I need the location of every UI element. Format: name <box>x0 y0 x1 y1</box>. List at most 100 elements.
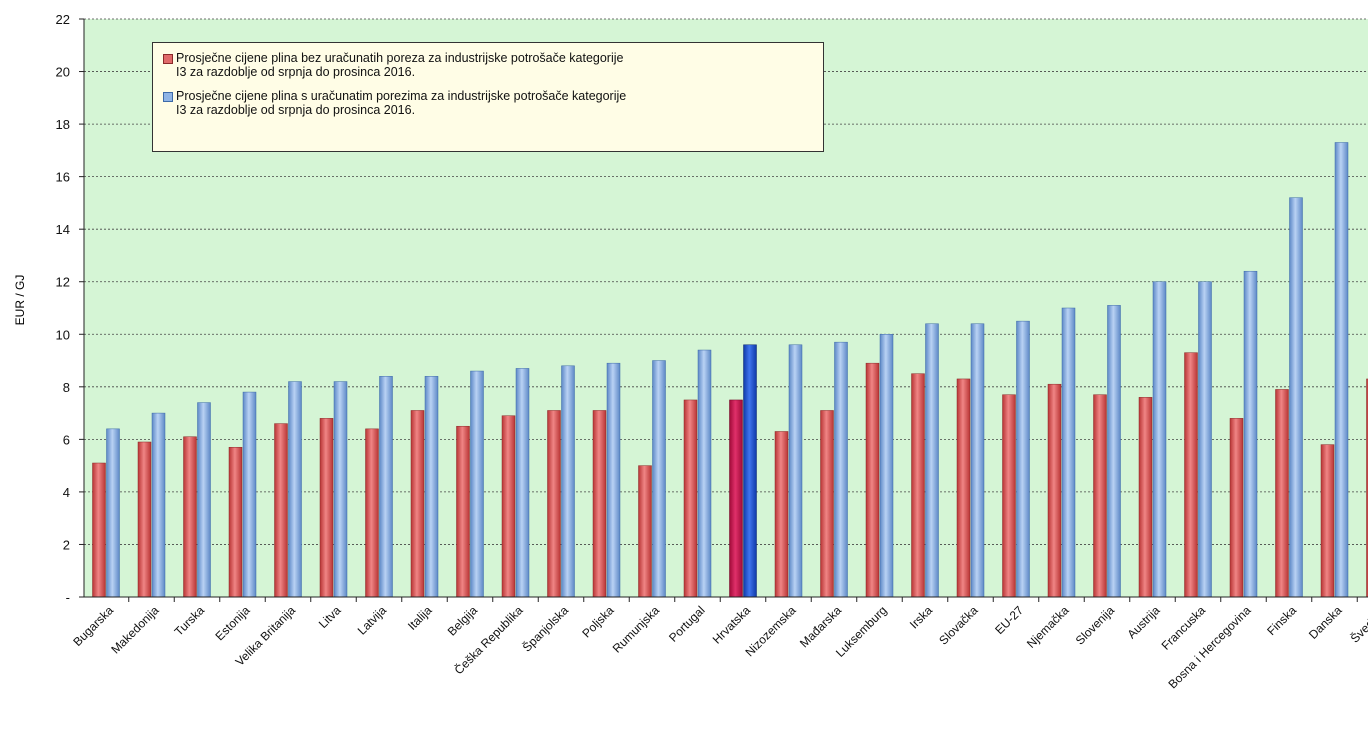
y-tick-label: - <box>66 590 70 605</box>
bar-incl-tax <box>198 403 211 597</box>
bar-incl-tax <box>562 366 575 597</box>
bar-excl-tax <box>684 400 697 597</box>
legend-label-incl-tax: Prosječne cijene plina s uračunatim pore… <box>176 89 626 117</box>
bar-excl-tax <box>1048 384 1061 597</box>
bar-incl-tax <box>289 382 302 597</box>
legend-swatch-red <box>163 54 173 64</box>
y-tick-labels: - 2 4 6 8 10 12 14 16 18 20 22 <box>56 12 70 605</box>
bar-incl-tax <box>1108 305 1121 597</box>
bar-incl-tax <box>1199 282 1212 597</box>
bar-excl-tax <box>957 379 970 597</box>
x-tick-label: Estonija <box>213 603 253 643</box>
bar-excl-tax <box>366 429 379 597</box>
x-tick-label: Irska <box>907 603 936 632</box>
bar-incl-tax <box>653 361 666 597</box>
bar-incl-tax <box>243 392 256 597</box>
x-tick-label: Turska <box>172 603 208 639</box>
y-axis-label: EUR / GJ <box>13 275 27 326</box>
bar-incl-tax <box>516 368 529 597</box>
x-tick-label: Austrija <box>1124 603 1162 641</box>
y-tick-label: 18 <box>56 117 70 132</box>
bar-excl-tax <box>138 442 151 597</box>
y-tick-label: 6 <box>63 432 70 447</box>
bar-incl-tax <box>607 363 620 597</box>
bar-incl-tax <box>1290 198 1303 597</box>
y-tick-label: 14 <box>56 222 70 237</box>
bar-incl-tax <box>1062 308 1075 597</box>
y-tick-label: 20 <box>56 65 70 80</box>
bar-incl-tax <box>1244 271 1257 597</box>
y-tick-label: 10 <box>56 327 70 342</box>
legend-item-excl-tax: Prosječne cijene plina bez uračunatih po… <box>163 51 815 79</box>
bar-excl-tax <box>1276 389 1289 597</box>
x-tick-label: Danska <box>1306 603 1345 642</box>
bar-excl-tax <box>821 410 834 597</box>
bar-incl-tax <box>107 429 120 597</box>
bar-incl-tax <box>880 334 893 597</box>
x-tick-label: Poljska <box>579 603 616 640</box>
x-tick-label: Hrvatska <box>710 603 754 647</box>
bar-excl-tax <box>593 410 606 597</box>
x-tick-label: Finska <box>1264 603 1299 638</box>
bar-incl-tax <box>926 324 939 597</box>
bar-incl-tax <box>789 345 802 597</box>
x-tick-label: EU-27 <box>992 603 1026 637</box>
bar-incl-tax <box>1017 321 1030 597</box>
x-tick-label: Rumunjska <box>610 603 663 656</box>
bar-excl-tax <box>229 447 242 597</box>
bar-excl-tax <box>1321 445 1334 597</box>
bar-excl-tax <box>275 424 288 597</box>
bar-incl-tax <box>425 376 438 597</box>
bar-excl-tax <box>1094 395 1107 597</box>
bar-excl-tax <box>1003 395 1016 597</box>
x-tick-label: Njemačka <box>1024 603 1072 651</box>
x-tick-label: Italija <box>405 603 435 633</box>
y-tick-label: 22 <box>56 12 70 27</box>
x-tick-label: Portugal <box>666 603 708 645</box>
bar-excl-tax <box>320 418 333 597</box>
bar-excl-tax <box>93 463 106 597</box>
bar-excl-tax <box>1185 353 1198 597</box>
bar-excl-tax <box>457 426 470 597</box>
x-tick-label: Španjolska <box>519 602 571 654</box>
x-tick-label: Švedska <box>1347 602 1368 645</box>
bar-excl-tax <box>1139 397 1152 597</box>
y-tick-label: 16 <box>56 170 70 185</box>
x-tick-label: Mađarska <box>797 603 844 650</box>
x-tick-label: Bosna i Hercegovina <box>1165 603 1253 691</box>
bar-incl-tax <box>698 350 711 597</box>
x-tick-label: Belgija <box>445 603 481 639</box>
bar-excl-tax <box>639 466 652 597</box>
x-tick-label: Litva <box>316 603 344 631</box>
legend-label-excl-tax: Prosječne cijene plina bez uračunatih po… <box>176 51 623 79</box>
bar-excl-tax <box>866 363 879 597</box>
bar-excl-tax <box>184 437 197 597</box>
bar-incl-tax <box>744 345 757 597</box>
y-tick-label: 4 <box>63 485 70 500</box>
bar-incl-tax <box>380 376 393 597</box>
x-tick-label: Slovenija <box>1073 603 1118 648</box>
x-tick-label: Latvija <box>355 603 390 638</box>
bar-excl-tax <box>502 416 515 597</box>
bar-excl-tax <box>912 374 925 597</box>
bar-incl-tax <box>971 324 984 597</box>
y-tick-label: 8 <box>63 380 70 395</box>
bar-incl-tax <box>471 371 484 597</box>
bar-excl-tax <box>775 431 788 597</box>
x-tick-label: Bugarska <box>70 603 116 649</box>
bar-incl-tax <box>334 382 347 597</box>
x-tick-label: Slovačka <box>936 603 981 648</box>
bar-incl-tax <box>152 413 165 597</box>
y-tick-label: 12 <box>56 275 70 290</box>
bar-incl-tax <box>1335 142 1348 597</box>
x-tick-label: Makedonija <box>108 603 162 657</box>
bar-incl-tax <box>1153 282 1166 597</box>
bar-excl-tax <box>730 400 743 597</box>
bar-excl-tax <box>411 410 424 597</box>
y-tick-label: 2 <box>63 537 70 552</box>
bar-excl-tax <box>1230 418 1243 597</box>
bar-incl-tax <box>835 342 848 597</box>
legend-item-incl-tax: Prosječne cijene plina s uračunatim pore… <box>163 89 815 117</box>
